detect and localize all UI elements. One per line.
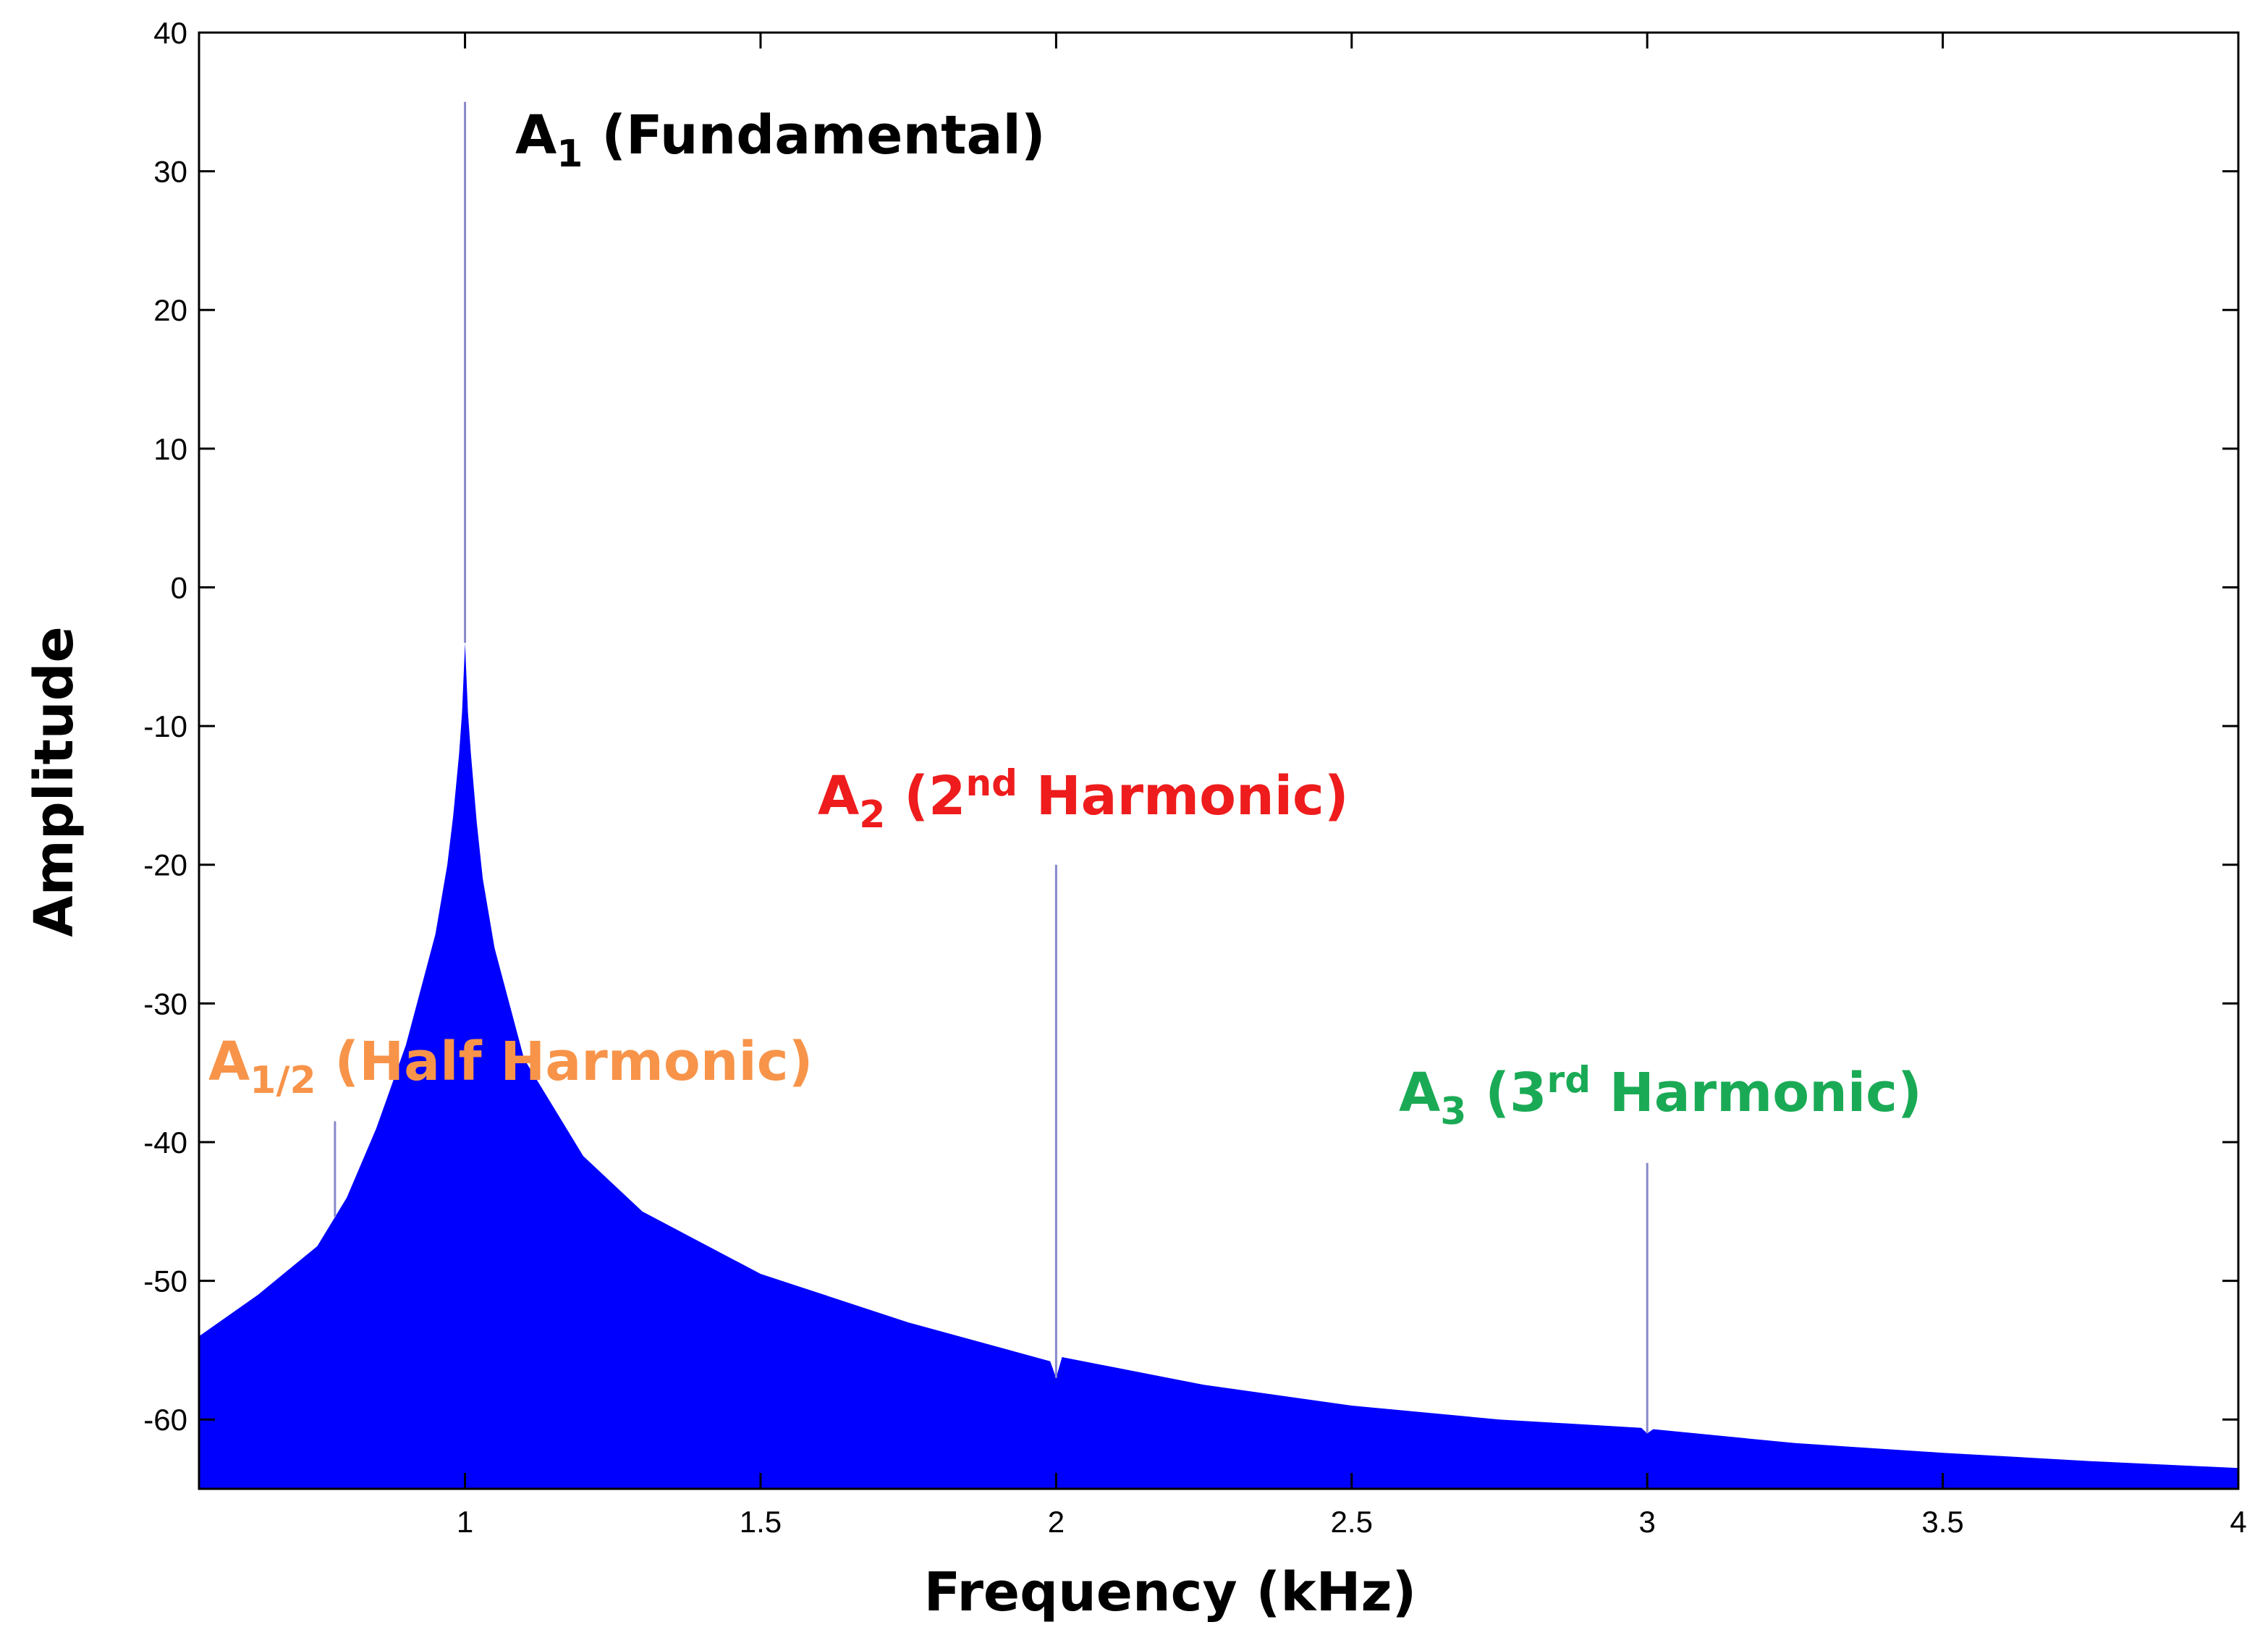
annotation-3rd-pre: (3: [1466, 1062, 1546, 1124]
y-tick-label: -30: [143, 987, 187, 1021]
x-tick-label: 2.5: [1331, 1505, 1373, 1539]
annotation-half-rest: (Half Harmonic): [316, 1031, 813, 1093]
y-axis-title: Amplitude: [23, 626, 85, 937]
y-tick-label: 30: [153, 155, 187, 189]
y-tick-label: -40: [143, 1125, 187, 1160]
x-tick-label: 2: [1048, 1505, 1065, 1539]
x-tick-label: 3: [1639, 1505, 1656, 1539]
plot-area: [199, 101, 2238, 1489]
annotation-3rd-harmonic: A3 (3rd Harmonic): [1399, 1059, 1922, 1133]
spectrum-area: [199, 643, 2238, 1489]
x-axis-title: Frequency (kHz): [924, 1561, 1417, 1623]
annotation-2nd-harmonic: A2 (2nd Harmonic): [818, 762, 1349, 837]
y-tick-label: 20: [153, 293, 187, 327]
annotation-2nd-pre: (2: [885, 765, 965, 827]
annotation-fundamental: A1 (Fundamental): [515, 104, 1046, 176]
y-tick-label: 10: [153, 432, 187, 466]
plot-frame: [198, 31, 2240, 1490]
annotation-2nd-rest: Harmonic): [1017, 765, 1349, 827]
annotation-3rd-rest: Harmonic): [1591, 1062, 1922, 1124]
x-tick-label: 1.5: [740, 1505, 782, 1539]
annotation-half-main: A: [208, 1031, 250, 1093]
ticks: 1 1.5 2 2.5 3 3.5 4 40 30 20 10 0 -10 -20 -30 -40 -50 -60: [143, 16, 2246, 1539]
annotation-3rd-main: A: [1399, 1062, 1440, 1124]
annotation-fundamental-main: A: [515, 104, 557, 166]
y-tick-label: 0: [171, 570, 187, 604]
annotation-2nd-sup: nd: [966, 762, 1017, 804]
x-tick-label: 3.5: [1921, 1505, 1963, 1539]
annotation-fundamental-sub: 1: [557, 132, 583, 176]
y-tick-label: -50: [143, 1264, 187, 1298]
annotation-2nd-main: A: [818, 765, 859, 827]
y-tick-label: -20: [143, 848, 187, 882]
annotation-half-harmonic: A1/2 (Half Harmonic): [208, 1031, 813, 1102]
annotation-fundamental-rest: (Fundamental): [583, 104, 1045, 166]
annotation-2nd-sub: 2: [859, 793, 885, 837]
x-tick-label: 1: [457, 1505, 473, 1539]
annotation-3rd-sub: 3: [1440, 1090, 1466, 1133]
annotation-half-sub: 1/2: [250, 1059, 316, 1102]
x-tick-label: 4: [2230, 1505, 2246, 1539]
y-tick-label: -10: [143, 709, 187, 743]
y-tick-label: -60: [143, 1403, 187, 1437]
annotation-3rd-sup: rd: [1547, 1059, 1591, 1101]
y-tick-label: 40: [153, 16, 187, 50]
